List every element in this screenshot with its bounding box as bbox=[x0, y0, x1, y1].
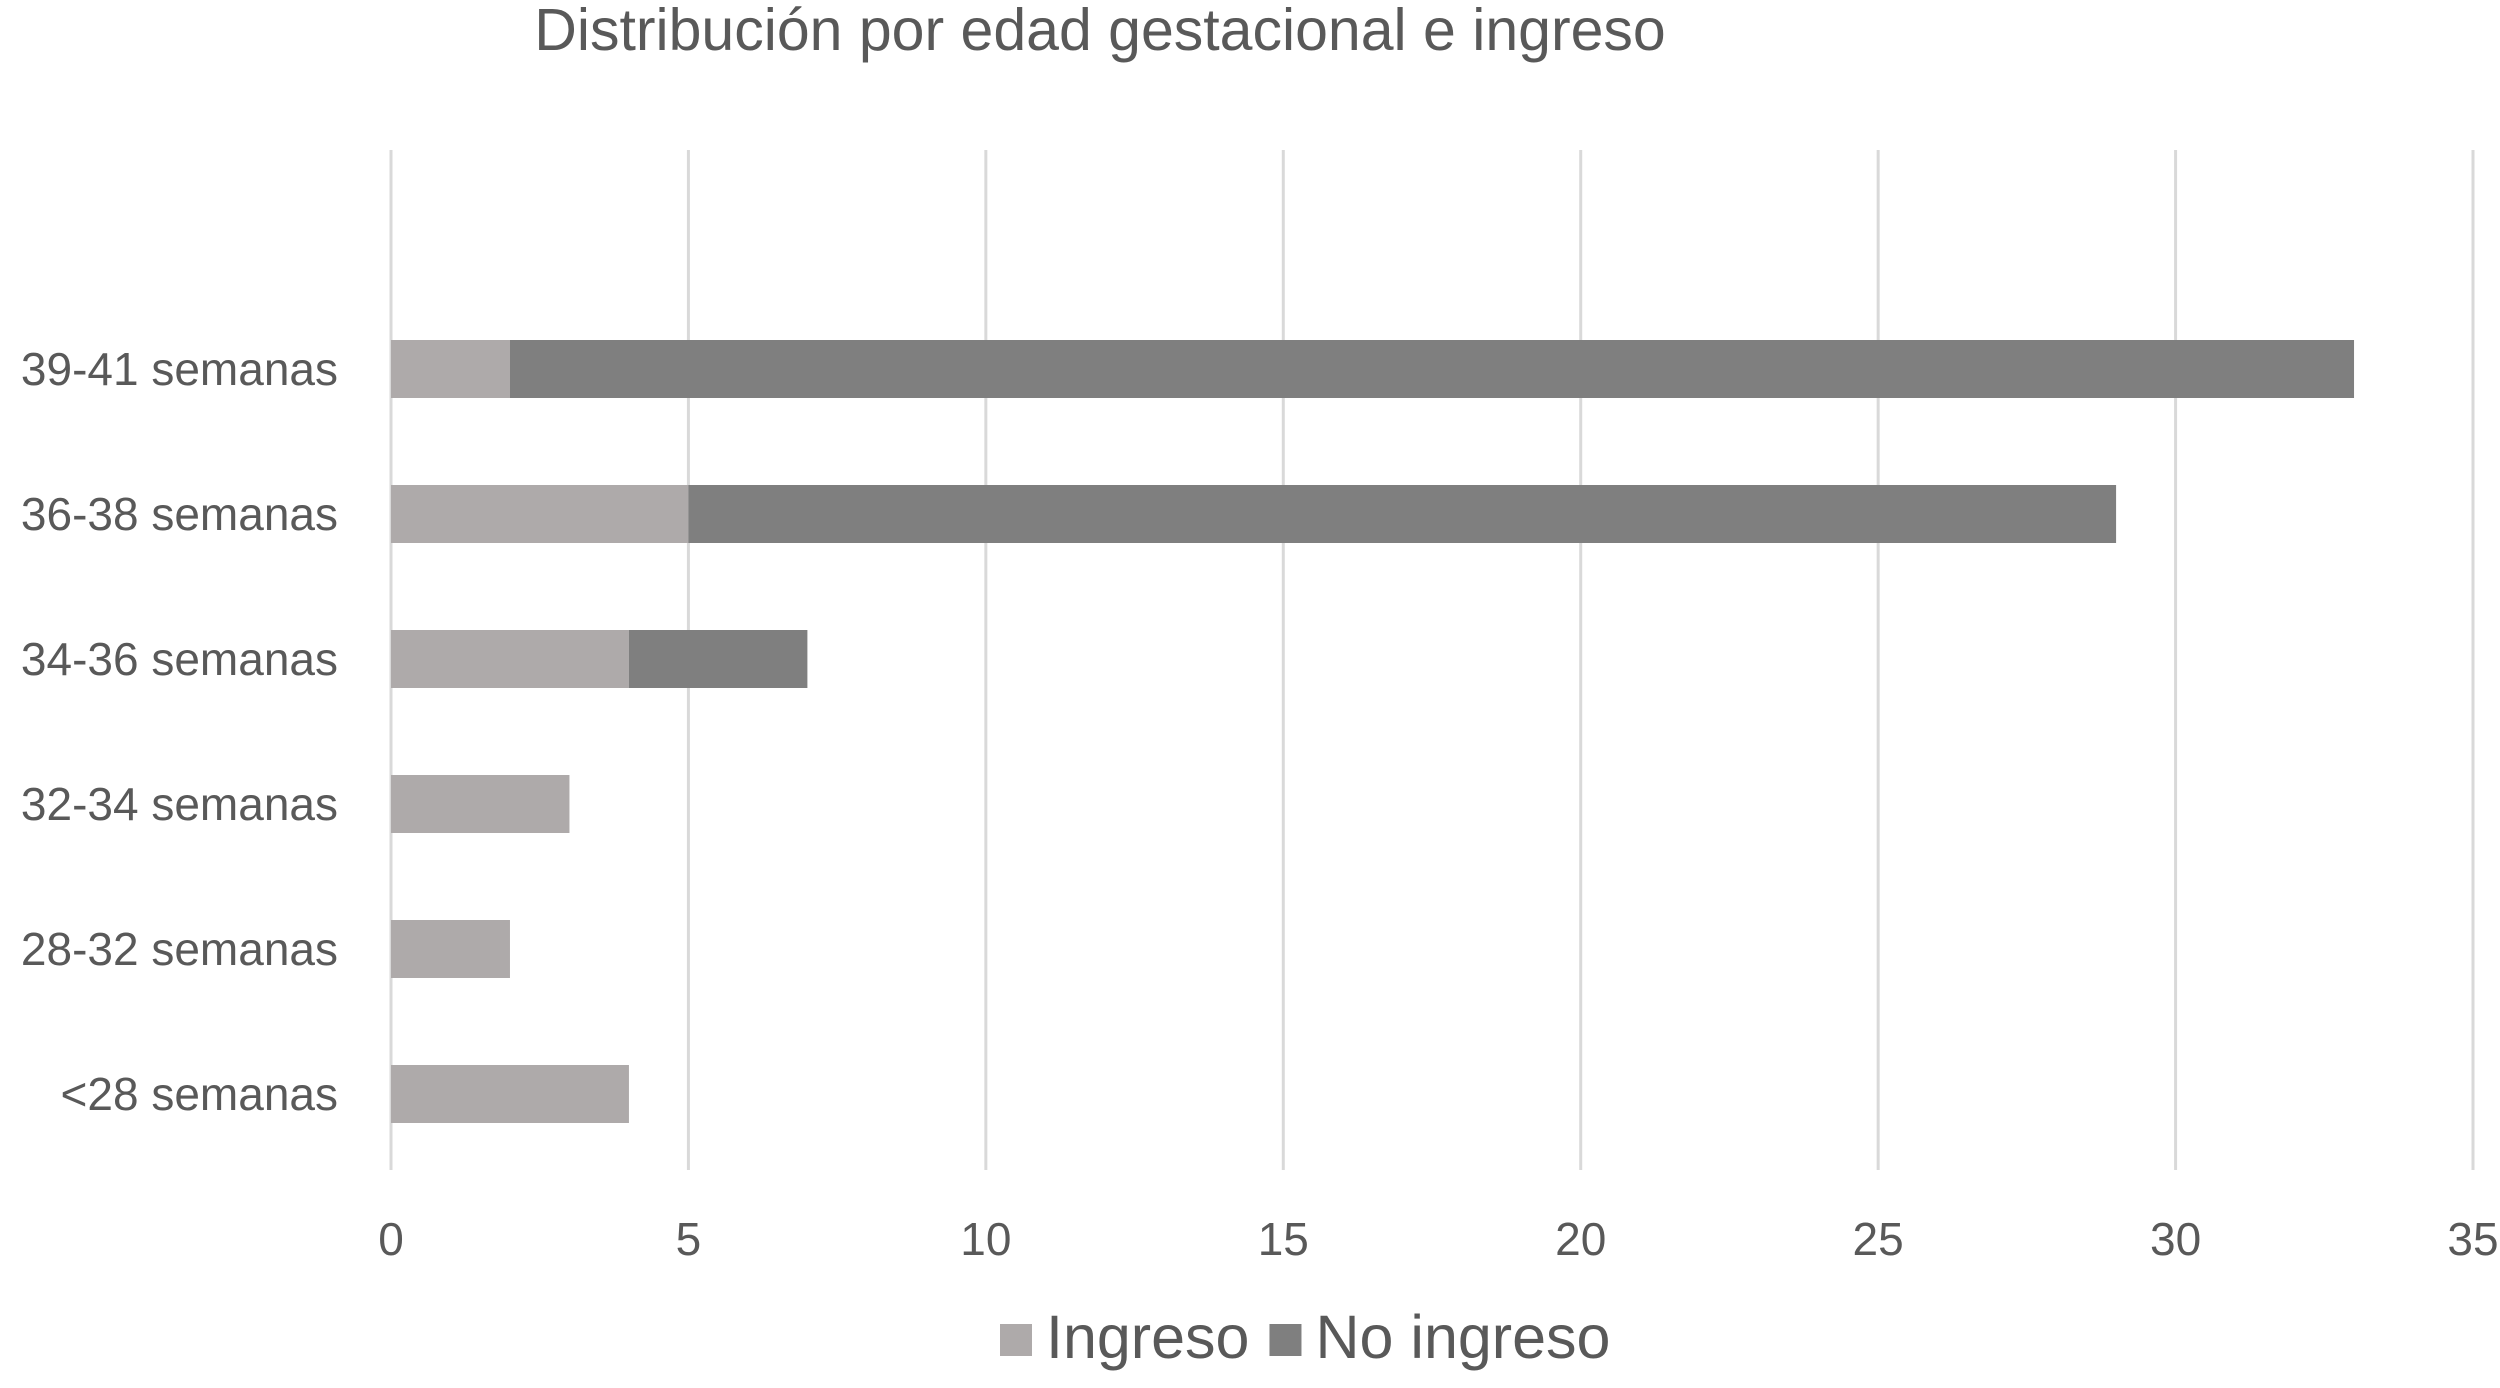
category-label: 32-34 semanas bbox=[21, 778, 338, 830]
x-tick-label: 35 bbox=[2447, 1213, 2498, 1265]
bar-ingreso bbox=[391, 775, 570, 833]
x-tick-label: 0 bbox=[378, 1213, 404, 1265]
legend-swatch-no-ingreso bbox=[1269, 1324, 1302, 1356]
bar-no-ingreso bbox=[688, 485, 2117, 543]
bar-ingreso bbox=[391, 630, 629, 688]
x-tick-label: 30 bbox=[2150, 1213, 2201, 1265]
legend-swatch-ingreso bbox=[1000, 1324, 1032, 1356]
category-label: 34-36 semanas bbox=[21, 633, 338, 685]
x-tick-label: 25 bbox=[1853, 1213, 1904, 1265]
x-tick-label: 15 bbox=[1258, 1213, 1309, 1265]
x-tick-label: 20 bbox=[1555, 1213, 1606, 1265]
chart-title: Distribución por edad gestacional e ingr… bbox=[534, 0, 1666, 63]
legend: Ingreso No ingreso bbox=[1000, 1303, 1610, 1371]
bar-ingreso bbox=[391, 485, 689, 543]
bars bbox=[391, 340, 2355, 1123]
bar-no-ingreso bbox=[509, 340, 2355, 398]
gridlines bbox=[389, 150, 2475, 1170]
bar-ingreso bbox=[391, 920, 510, 978]
x-axis-tick-labels: 0 5 10 15 20 25 30 35 bbox=[378, 1213, 2498, 1265]
category-label: 36-38 semanas bbox=[21, 488, 338, 540]
bar-ingreso bbox=[391, 340, 510, 398]
bar-no-ingreso bbox=[628, 630, 808, 688]
legend-label: Ingreso bbox=[1046, 1303, 1249, 1371]
category-label: <28 semanas bbox=[61, 1068, 338, 1120]
legend-label: No ingreso bbox=[1315, 1303, 1610, 1371]
category-label: 39-41 semanas bbox=[21, 343, 338, 395]
x-tick-label: 10 bbox=[960, 1213, 1011, 1265]
bar-ingreso bbox=[391, 1065, 629, 1123]
category-labels: 39-41 semanas 36-38 semanas 34-36 semanas 3… bbox=[21, 343, 338, 1120]
x-tick-label: 5 bbox=[676, 1213, 702, 1265]
category-label: 28-32 semanas bbox=[21, 923, 338, 975]
